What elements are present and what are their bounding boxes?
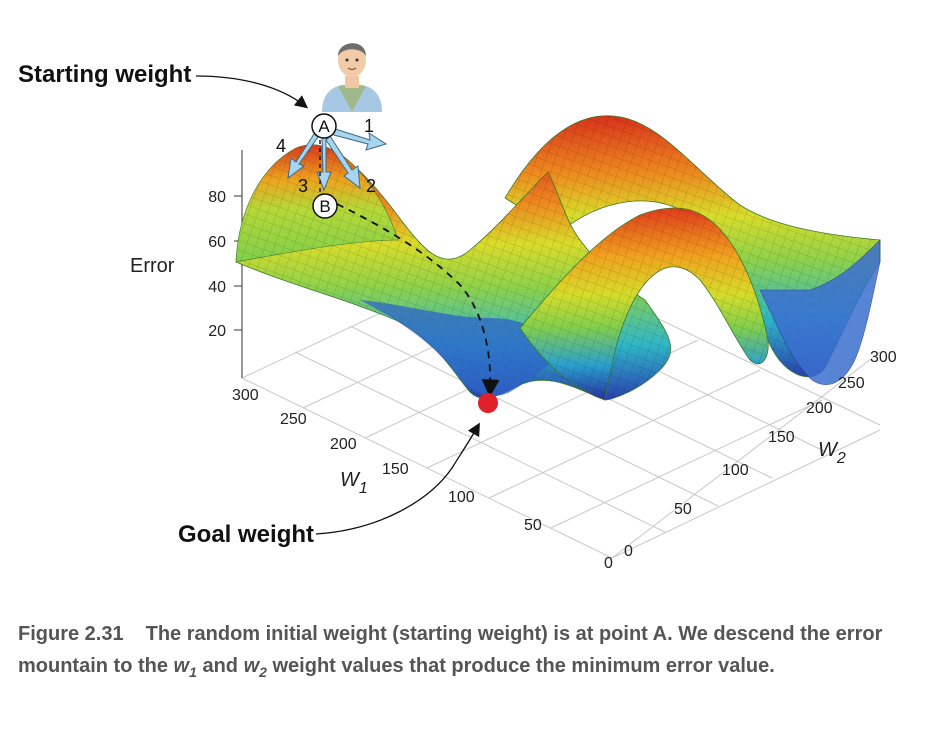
w1-tick-100: 100: [448, 489, 475, 506]
goal-weight-arrow: [315, 422, 480, 535]
direction-1-label: 1: [364, 116, 374, 136]
descent-path: [336, 203, 500, 398]
w2-tick-50: 50: [674, 501, 692, 518]
z-axis-title: Error: [130, 255, 175, 277]
z-tick-20: 20: [208, 323, 226, 340]
goal-weight-label: Goal weight: [178, 521, 314, 548]
w2-axis-title: W2: [818, 439, 846, 467]
error-surface-figure: 80 60 40 20 Error 300 250 200 150 100 50…: [18, 43, 897, 572]
point-b-marker: [312, 193, 338, 219]
z-tick-40: 40: [208, 279, 226, 296]
w2-tick-100: 100: [722, 462, 749, 479]
starting-weight-arrow: [195, 75, 309, 109]
goal-point-marker: [478, 393, 498, 413]
w2-tick-0: 0: [624, 543, 633, 560]
w1-tick-200: 200: [330, 436, 357, 453]
point-a-label: A: [318, 117, 330, 136]
surface-central-valley: [360, 300, 560, 396]
direction-arrows: [287, 127, 388, 192]
z-tick-80: 80: [208, 189, 226, 206]
w1-tick-250: 250: [280, 411, 307, 428]
caption-number: Figure 2.31: [18, 623, 124, 645]
caption-text-3: weight values that produce the minimum e…: [266, 655, 775, 677]
w2-tick-300: 300: [870, 349, 897, 366]
w1-tick-150: 150: [382, 461, 409, 478]
direction-4-label: 4: [276, 136, 286, 156]
caption-text-2: and: [196, 655, 244, 677]
w1-axis-title: W1: [340, 469, 368, 497]
z-tick-60: 60: [208, 234, 226, 251]
direction-2-label: 2: [366, 176, 376, 196]
figure-caption: Figure 2.31 The random initial weight (st…: [18, 618, 918, 688]
w1-tick-0: 0: [604, 555, 613, 572]
starting-weight-label: Starting weight: [18, 61, 191, 88]
caption-text-1: The random initial weight (starting weig…: [18, 623, 883, 677]
w1-tick-50: 50: [524, 517, 542, 534]
point-b-label: B: [319, 197, 330, 216]
w2-tick-150: 150: [768, 429, 795, 446]
direction-3-label: 3: [298, 176, 308, 196]
caption-w2: w2: [243, 655, 267, 680]
w1-tick-300: 300: [232, 387, 259, 404]
person-icon: [322, 43, 382, 112]
w2-tick-250: 250: [838, 375, 865, 392]
w2-tick-200: 200: [806, 400, 833, 417]
surface-right-valley: [759, 239, 881, 385]
point-a-marker: [311, 113, 337, 139]
caption-w1: w1: [173, 655, 197, 680]
